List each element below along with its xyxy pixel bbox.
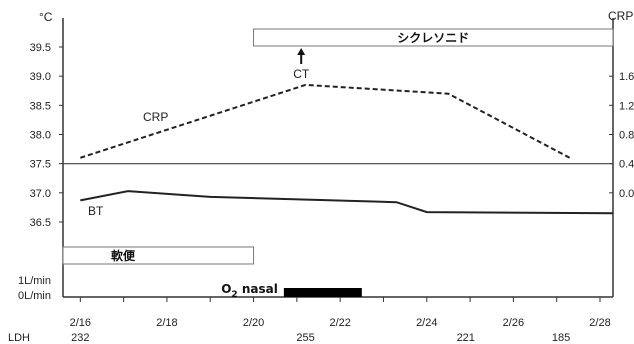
temp-tick-label: 39.0	[30, 71, 51, 83]
temp-tick-label: 38.0	[30, 130, 51, 142]
crp-tick-label: 0.4	[619, 159, 634, 171]
treatment-bar	[62, 246, 255, 265]
right-axis-unit: CRP	[608, 9, 633, 23]
crp-line	[79, 83, 571, 159]
o2-nasal-label: O2 nasal	[221, 282, 278, 300]
treatment-bar-label: シクレソニド	[397, 31, 469, 45]
bt-line	[80, 190, 614, 215]
ldh-row-label: LDH	[8, 332, 30, 344]
ldh-value: 232	[71, 332, 89, 344]
bt-series-label: BT	[88, 204, 104, 218]
treatment-bar-label: 軟便	[111, 248, 136, 263]
series-layer	[79, 83, 614, 215]
x-tick-label: 2/22	[329, 317, 350, 329]
ldh-value: 185	[552, 332, 570, 344]
temp-tick-label: 37.0	[30, 188, 51, 200]
crp-tick-label: 0.0	[619, 188, 634, 200]
treatment-bars	[62, 28, 614, 297]
x-tick-label: 2/16	[70, 317, 91, 329]
x-tick-label: 2/26	[503, 317, 524, 329]
ldh-value: 221	[457, 332, 475, 344]
x-tick-label: 2/24	[416, 317, 437, 329]
temp-tick-label: 36.5	[30, 217, 51, 229]
crp-series-label: CRP	[143, 110, 168, 124]
o2-label-0l: 0L/min	[18, 290, 51, 302]
ldh-value: 255	[296, 332, 314, 344]
labels-layer: °C CRP 36.5 37.0 37.5 38.0 38.5 39.0 39.5 0.0 0.4 0…	[8, 9, 634, 344]
crp-tick-label: 1.6	[619, 71, 634, 83]
temp-tick-label: 38.5	[30, 100, 51, 112]
x-tick-label: 2/28	[589, 317, 610, 329]
treatment-bar	[253, 28, 614, 47]
crp-tick-label: 1.2	[619, 100, 634, 112]
x-tick-label: 2/18	[156, 317, 177, 329]
o2-label-1l: 1L/min	[18, 275, 51, 287]
crp-tick-label: 0.8	[619, 130, 634, 142]
left-axis-unit: °C	[39, 10, 53, 24]
temp-tick-label: 39.5	[30, 42, 51, 54]
o2-nasal-bar	[283, 288, 362, 297]
x-tick-label: 2/20	[243, 317, 264, 329]
ct-arrow-head	[297, 48, 306, 55]
ct-annotation-label: CT	[293, 67, 310, 81]
temp-tick-label: 37.5	[30, 159, 51, 171]
